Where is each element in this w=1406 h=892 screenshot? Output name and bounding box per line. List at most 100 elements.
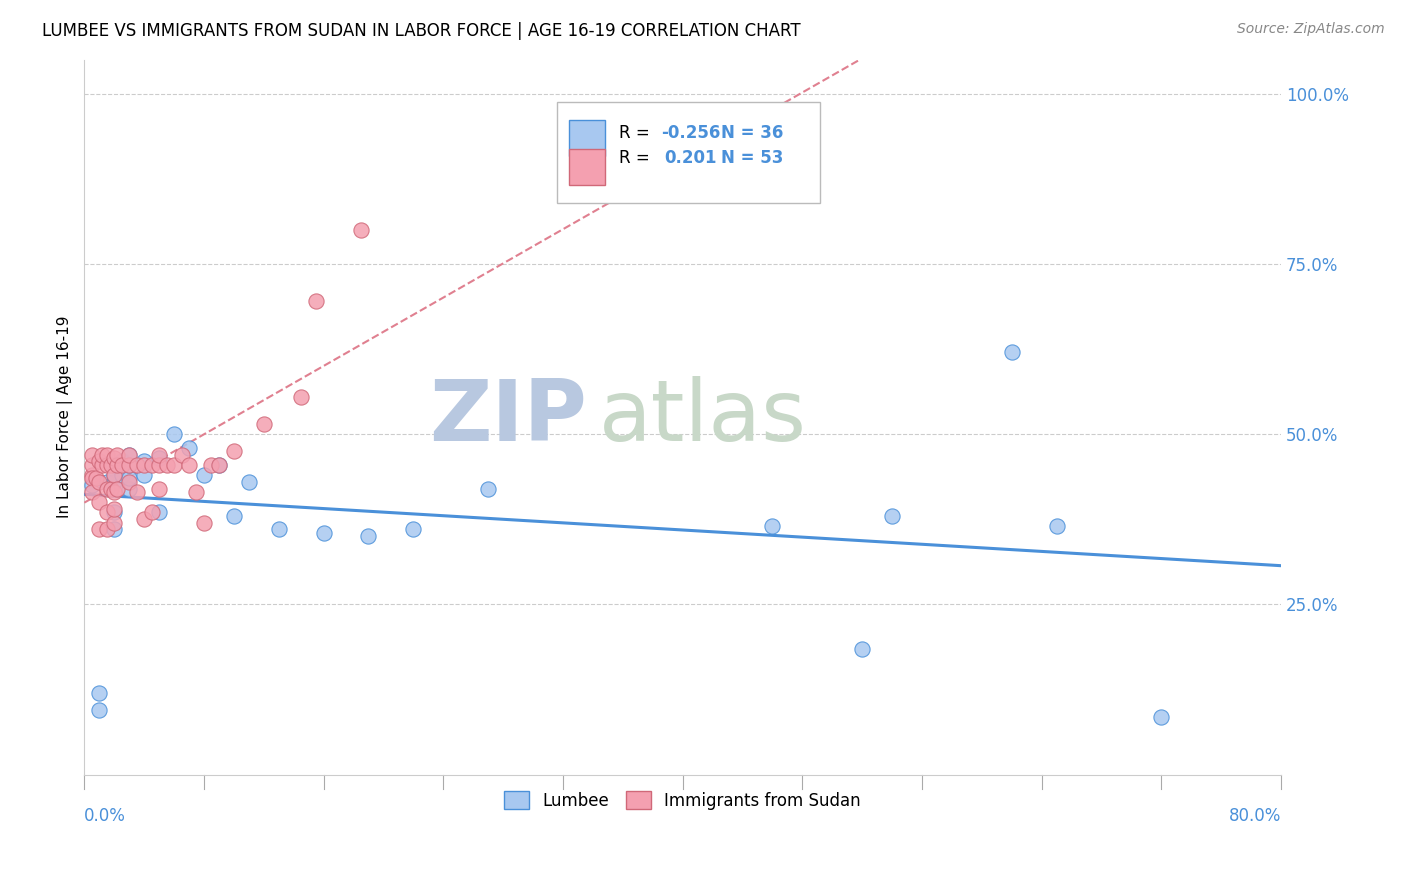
Point <box>193 467 215 482</box>
Point <box>103 505 125 519</box>
Point <box>89 703 111 717</box>
Point <box>402 523 425 537</box>
Point <box>148 448 170 462</box>
Text: 0.0%: 0.0% <box>84 806 127 825</box>
Point <box>118 458 141 472</box>
Text: N = 53: N = 53 <box>721 149 783 167</box>
Point <box>267 523 290 537</box>
Point <box>100 458 122 472</box>
Point <box>222 508 245 523</box>
Point <box>105 448 128 462</box>
Point <box>134 467 156 482</box>
Point <box>80 448 103 462</box>
Point <box>163 427 186 442</box>
Point <box>80 478 103 492</box>
Y-axis label: In Labor Force | Age 16-19: In Labor Force | Age 16-19 <box>58 316 73 518</box>
Point <box>148 505 170 519</box>
Point <box>103 467 125 482</box>
Point <box>177 441 200 455</box>
Point <box>100 482 122 496</box>
Point <box>118 475 141 489</box>
Point <box>96 458 118 472</box>
Point <box>89 523 111 537</box>
Point <box>238 475 260 489</box>
Point <box>91 448 114 462</box>
Point <box>105 482 128 496</box>
Point <box>118 471 141 485</box>
Point <box>89 686 111 700</box>
Point <box>96 448 118 462</box>
Point <box>208 458 231 472</box>
Text: N = 36: N = 36 <box>721 124 783 142</box>
Point <box>111 467 134 482</box>
Point <box>253 417 276 431</box>
Point <box>125 458 148 472</box>
Point <box>89 495 111 509</box>
Point <box>111 454 134 468</box>
Text: 0.201: 0.201 <box>665 149 717 167</box>
Point <box>186 485 208 500</box>
Point <box>118 448 141 462</box>
Point <box>103 475 125 489</box>
Point <box>193 516 215 530</box>
Text: ZIP: ZIP <box>429 376 586 458</box>
Point <box>96 475 118 489</box>
Point <box>222 444 245 458</box>
Bar <box>569 149 605 185</box>
Point <box>141 505 163 519</box>
Point <box>177 458 200 472</box>
Point <box>91 458 114 472</box>
Point <box>103 485 125 500</box>
Text: atlas: atlas <box>599 376 807 458</box>
Point <box>312 525 335 540</box>
Point <box>80 471 103 485</box>
Text: Source: ZipAtlas.com: Source: ZipAtlas.com <box>1237 22 1385 37</box>
Bar <box>569 120 605 156</box>
Point <box>1150 709 1173 723</box>
Bar <box>557 103 820 202</box>
Point <box>290 390 312 404</box>
Point <box>111 458 134 472</box>
Point <box>103 523 125 537</box>
Point <box>103 458 125 472</box>
Point <box>118 482 141 496</box>
Point <box>163 458 186 472</box>
Point <box>134 458 156 472</box>
Point <box>118 458 141 472</box>
Point <box>155 458 177 472</box>
Point <box>96 482 118 496</box>
Point <box>103 450 125 465</box>
Point <box>141 458 163 472</box>
Point <box>880 508 903 523</box>
Point <box>89 475 111 489</box>
Point <box>350 223 373 237</box>
Point <box>96 505 118 519</box>
Point <box>89 454 111 468</box>
Text: -0.256: -0.256 <box>661 124 720 142</box>
Point <box>1045 519 1067 533</box>
Point <box>125 485 148 500</box>
Text: LUMBEE VS IMMIGRANTS FROM SUDAN IN LABOR FORCE | AGE 16-19 CORRELATION CHART: LUMBEE VS IMMIGRANTS FROM SUDAN IN LABOR… <box>42 22 801 40</box>
Point <box>96 523 118 537</box>
Point <box>103 467 125 482</box>
Point <box>305 294 328 309</box>
Legend: Lumbee, Immigrants from Sudan: Lumbee, Immigrants from Sudan <box>498 785 868 816</box>
Point <box>200 458 222 472</box>
Point <box>170 448 193 462</box>
Point <box>477 482 499 496</box>
Point <box>851 641 873 656</box>
Point <box>148 482 170 496</box>
Point <box>84 471 107 485</box>
Point <box>208 458 231 472</box>
Point <box>103 516 125 530</box>
Point <box>80 458 103 472</box>
Point <box>118 448 141 462</box>
Point <box>105 458 128 472</box>
Text: 80.0%: 80.0% <box>1229 806 1281 825</box>
Point <box>357 529 380 543</box>
Point <box>80 485 103 500</box>
Point <box>134 512 156 526</box>
Point <box>1001 345 1024 359</box>
Point <box>80 467 103 482</box>
Text: R =: R = <box>619 124 655 142</box>
